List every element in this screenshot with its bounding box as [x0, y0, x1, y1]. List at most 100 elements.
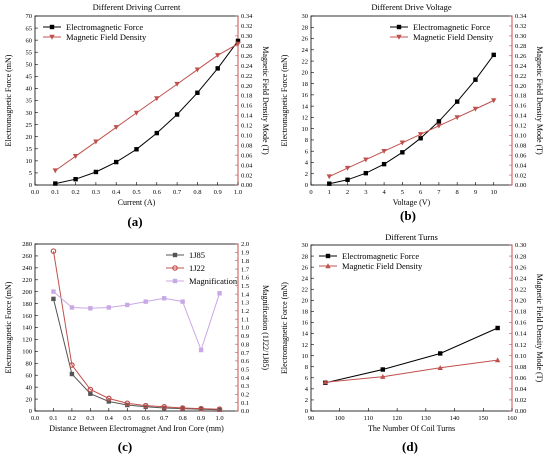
y-tick-label: 0 [305, 182, 308, 189]
data-point [50, 248, 57, 254]
y2-tick-label: 0.2 [241, 392, 249, 399]
data-point [106, 305, 112, 310]
y2-tick-label: 0.02 [515, 397, 526, 404]
y2-tick-label: 0.10 [241, 132, 252, 139]
data-point [73, 177, 78, 182]
data-point [161, 405, 167, 411]
x-tick-label: 0.6 [153, 189, 162, 196]
legend-label: Magnetic Field Density [66, 32, 147, 42]
y-tick-label: 45 [26, 74, 33, 81]
data-point [417, 132, 424, 137]
y-tick-label: 55 [26, 49, 33, 56]
y-tick-label: 200 [22, 289, 32, 296]
data-point [327, 181, 332, 186]
x-tick-label: 0.5 [123, 415, 131, 422]
x-tick-label: 0.6 [142, 415, 151, 422]
y-tick-label: 5 [29, 170, 32, 177]
data-point [363, 170, 369, 176]
data-point [198, 407, 204, 412]
data-point [174, 81, 180, 87]
y2-tick-label: 0.00 [241, 182, 252, 189]
data-point [454, 99, 460, 104]
y2-tick-label: 0.32 [241, 23, 252, 30]
y2-tick-label: 0.16 [515, 103, 527, 110]
chart-panel-1: Different Driving Current 0.0 0.1 0.2 0.3 0.4… [4, 2, 270, 229]
y2-tick-label: 0.02 [515, 172, 526, 179]
y2-tick-label: 0.06 [515, 152, 527, 159]
panel-label: (d) [402, 439, 418, 454]
y2-tick-label: 0.4 [241, 375, 250, 382]
x-axis-label: Distance Between Electromagnet And Iron … [49, 424, 224, 433]
data-point [399, 140, 406, 146]
y2-tick-label: 0.08 [515, 142, 526, 149]
y2-tick-label: 0.26 [515, 264, 527, 271]
series-line-3 [53, 291, 220, 352]
data-point [53, 181, 58, 186]
y-tick-label: 16 [302, 320, 309, 327]
data-point [491, 98, 497, 104]
y-tick-label: 8 [305, 364, 308, 371]
y2-tick-label: 0.12 [515, 123, 526, 130]
y-tick-label: 65 [26, 25, 33, 32]
data-point [400, 150, 405, 155]
data-point [381, 161, 387, 167]
y2-tick-label: 0.22 [515, 73, 526, 80]
x-tick-label: 0.9 [197, 415, 205, 422]
data-point [180, 406, 185, 411]
x-tick-label: 0.1 [49, 415, 57, 422]
y2-tick-label: 0.06 [241, 152, 253, 159]
y-tick-label: 240 [22, 265, 32, 272]
x-tick-label: 7 [437, 189, 441, 196]
legend-label: Magnification [189, 276, 238, 286]
data-point [154, 96, 160, 102]
y-tick-label: 26 [302, 264, 309, 271]
data-point [51, 289, 56, 294]
chart-panel-3: 0.0 0.1 0.2 0.3 0.4 0.5 0.6 0.7 0.8 0.9 1.00204060… [4, 241, 270, 454]
data-point [381, 149, 387, 154]
y2-tick-label: 0.0 [241, 408, 249, 415]
y-tick-label: 40 [26, 384, 33, 391]
data-point [198, 347, 204, 353]
y-axis-label: Electromagnetic Force (mN) [280, 282, 289, 374]
y-tick-label: 0 [29, 182, 32, 189]
data-point [436, 123, 442, 129]
y-tick-label: 28 [302, 24, 309, 31]
x-tick-label: 0 [309, 189, 312, 196]
y2-tick-label: 0.14 [515, 113, 527, 120]
y2-axis-label: Magnetic Field Density Mode (T) [535, 274, 544, 383]
data-point [143, 404, 148, 410]
data-point [326, 174, 332, 180]
data-point [69, 362, 75, 368]
y2-tick-label: 0.18 [515, 309, 526, 316]
panel-label: (b) [400, 208, 416, 223]
data-point [198, 405, 204, 412]
data-point [491, 52, 496, 58]
data-point [142, 402, 149, 409]
y-tick-label: 120 [22, 337, 32, 344]
y-tick-label: 14 [302, 331, 309, 338]
x-tick-label: 0.7 [160, 415, 169, 422]
data-point [179, 405, 186, 411]
y2-tick-label: 0.20 [241, 83, 252, 90]
y-tick-label: 30 [302, 13, 309, 20]
y2-tick-label: 0.30 [515, 242, 526, 249]
x-tick-label: 0.2 [68, 415, 76, 422]
legend-marker [172, 252, 178, 258]
chart-title: Different Drive Voltage [371, 2, 451, 12]
y-tick-label: 10 [302, 126, 309, 133]
y2-tick-label: 0.16 [515, 320, 527, 327]
data-point [195, 90, 200, 95]
legend-marker [396, 24, 402, 30]
x-tick-label: 130 [421, 415, 431, 422]
series-line-1 [325, 327, 498, 384]
y-tick-label: 15 [26, 146, 33, 153]
x-tick-label: 5 [401, 189, 404, 196]
data-point [472, 106, 479, 112]
x-tick-label: 110 [364, 415, 374, 422]
y2-tick-label: 0.00 [515, 408, 526, 415]
y2-tick-label: 0.28 [241, 43, 252, 50]
y2-tick-label: 0.14 [515, 331, 527, 338]
y-tick-label: 12 [302, 342, 309, 349]
